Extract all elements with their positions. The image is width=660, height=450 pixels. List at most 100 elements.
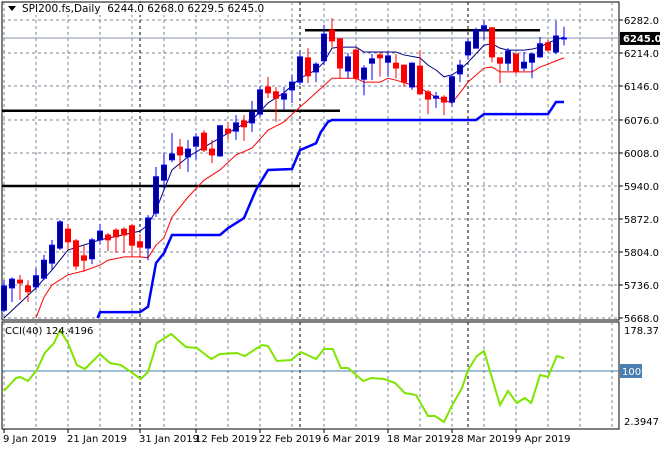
cci-title: CCI(40) 124.4196 (5, 326, 94, 337)
candle-body (305, 57, 311, 77)
candle-body (1, 285, 7, 311)
x-tick-label: 31 Jan 2019 (139, 434, 199, 445)
candle-body (241, 120, 247, 128)
x-tick-label: 6 Mar 2019 (323, 434, 380, 445)
candle (401, 64, 407, 87)
candle-body (233, 122, 239, 132)
candle-body (217, 125, 223, 157)
candle-body (425, 91, 431, 100)
candle-body (201, 132, 207, 151)
candle-body (473, 29, 479, 49)
candle (361, 65, 367, 96)
ohlc-readout: 6244.0 6268.0 6229.5 6245.0 (107, 3, 265, 15)
candle (33, 267, 39, 290)
candle-body (249, 111, 255, 124)
candle (241, 115, 247, 141)
candle (513, 53, 519, 74)
candle-body (153, 176, 159, 214)
candle-body (105, 234, 111, 241)
candle (113, 228, 119, 253)
candle-body (513, 53, 519, 72)
y-tick-label: 5940.0 (624, 182, 659, 193)
candle-body (401, 64, 407, 83)
candle-body (409, 62, 415, 88)
cci-level-label: 100 (622, 367, 641, 378)
candle (17, 274, 23, 301)
candle (441, 95, 447, 116)
chart-header: SPI200.fs,Daily 6244.0 6268.0 6229.5 624… (6, 3, 267, 15)
y-tick-label: 6146.0 (624, 82, 659, 93)
x-tick-label: 21 Jan 2019 (67, 434, 127, 445)
candle-body (73, 240, 79, 267)
candle-body (489, 27, 495, 58)
candle (505, 48, 511, 71)
candle-body (177, 146, 183, 156)
candle (393, 53, 399, 79)
y-tick-label: 6076.0 (624, 116, 659, 127)
y-tick-label: 5804.0 (624, 248, 659, 259)
candle-body (281, 93, 287, 100)
cci-panel-frame (1, 321, 620, 430)
candle-body (89, 239, 95, 260)
candle-body (329, 29, 335, 42)
candle-body (209, 148, 215, 156)
candle-body (193, 136, 199, 147)
candle-body (505, 50, 511, 64)
candle-body (337, 38, 343, 69)
symbol-label: SPI200.fs,Daily (22, 3, 101, 15)
candle (129, 223, 135, 257)
candle-body (353, 49, 359, 79)
candle (385, 53, 391, 77)
candle (105, 233, 111, 251)
candle (153, 167, 159, 218)
candle-body (17, 279, 23, 284)
candle (273, 86, 279, 122)
indicator-line (35, 57, 565, 319)
candle (233, 115, 239, 140)
candle (161, 152, 167, 190)
y-tick-label: 6214.0 (624, 49, 659, 60)
candle (177, 138, 183, 169)
candle (9, 277, 15, 302)
candle (553, 20, 559, 54)
candle (377, 52, 383, 77)
indicator-line (96, 100, 564, 319)
x-tick-label: 22 Feb 2019 (259, 434, 321, 445)
candle (1, 280, 7, 313)
candle-body (25, 285, 31, 293)
candle (73, 238, 79, 270)
candle (57, 219, 63, 251)
candle-body (161, 164, 167, 181)
candle-body (33, 275, 39, 288)
y-tick-label: 6282.0 (624, 16, 659, 27)
candle (369, 53, 375, 81)
candle (121, 227, 127, 253)
candle (65, 223, 71, 251)
cci-line (3, 328, 565, 424)
candle-body (65, 228, 71, 243)
candle-body (137, 241, 143, 248)
candle (313, 62, 319, 83)
candle (281, 86, 287, 110)
candle-body (257, 89, 263, 115)
candle (217, 124, 223, 157)
candle (489, 27, 495, 63)
candle (353, 48, 359, 81)
candle (545, 39, 551, 53)
candle (257, 86, 263, 118)
candle-body (529, 53, 535, 63)
candle-body (449, 76, 455, 103)
candle (529, 53, 535, 79)
current-price-label: 6245.0 (623, 34, 660, 45)
candle (497, 57, 503, 84)
candle-body (225, 128, 231, 134)
candle (209, 139, 215, 164)
candle (49, 239, 55, 270)
candle (305, 48, 311, 84)
candle (41, 254, 47, 281)
candle (409, 62, 415, 90)
dropdown-triangle-icon[interactable] (8, 6, 16, 11)
x-tick-label: 18 Mar 2019 (387, 434, 450, 445)
x-tick-label: 9 Jan 2019 (3, 434, 57, 445)
